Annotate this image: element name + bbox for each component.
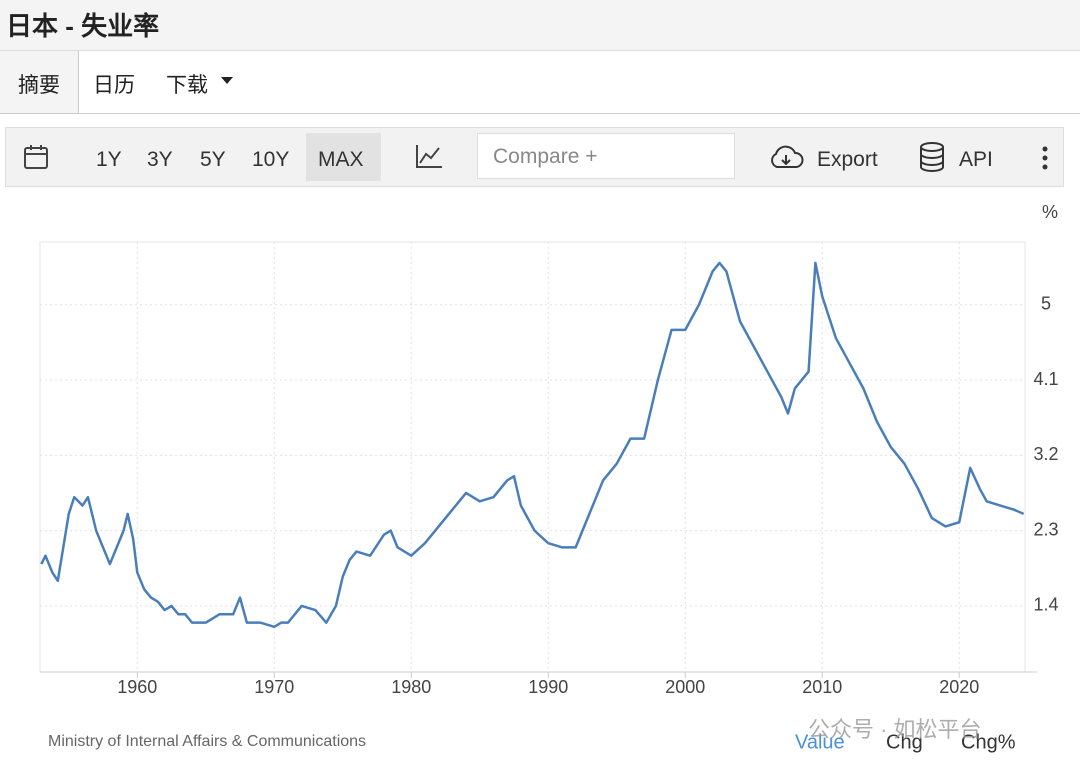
range-button[interactable]: 5Y [200, 148, 226, 171]
api-icon[interactable] [919, 142, 945, 172]
x-tick-label: 2000 [665, 677, 705, 697]
export-button[interactable]: Export [817, 148, 878, 171]
x-tick-label: 1960 [117, 677, 157, 697]
y-tick-label: 1.4 [1033, 595, 1058, 615]
data-line [40, 261, 1025, 629]
y-tick-label: 4.1 [1033, 369, 1058, 389]
chart: % Ministry of Internal Affairs & Communi… [39, 202, 1059, 753]
toolbar: 1Y 3Y 5Y 10Y MAX Compare + Export API [5, 127, 1064, 187]
plot-frame [39, 241, 1026, 673]
title-bar: 日本 - 失业率 [0, 0, 1080, 51]
watermark: 公众号 · 如松平台 [808, 717, 982, 742]
more-icon[interactable] [1042, 146, 1048, 170]
chart-type-icon[interactable] [415, 143, 443, 169]
tab-bar: 摘要 日历 下载 [0, 51, 1080, 114]
x-tick-label: 2010 [802, 677, 842, 697]
dropdown-arrow [221, 77, 233, 84]
tab[interactable]: 日历 [93, 74, 135, 97]
range-button[interactable]: MAX [318, 148, 364, 171]
x-tick-label: 1990 [528, 677, 568, 697]
x-tick-label: 2020 [939, 677, 979, 697]
range-button[interactable]: 3Y [147, 148, 173, 171]
range-button[interactable]: 1Y [96, 148, 122, 171]
active-tab-bg [0, 51, 79, 113]
compare-input[interactable]: Compare + [477, 133, 735, 179]
legend-entry[interactable]: Value [795, 731, 845, 753]
export-icon[interactable] [768, 145, 804, 171]
source: Ministry of Internal Affairs & Communica… [48, 733, 366, 750]
y-unit: % [1042, 202, 1058, 222]
footer-tab[interactable]: Chg% [961, 731, 1016, 753]
y-tick-label: 5 [1041, 293, 1051, 313]
y-tick-label: 3.2 [1033, 444, 1058, 464]
tab[interactable]: 下载 [166, 74, 208, 97]
x-tick-label: 1970 [254, 677, 294, 697]
api-button[interactable]: API [959, 148, 993, 171]
range-button[interactable]: 10Y [252, 148, 290, 171]
range-active-bg [306, 133, 381, 181]
page-title: 日本 - 失业率 [6, 11, 160, 41]
x-tick-label: 1980 [391, 677, 431, 697]
footer-tab[interactable]: Chg [886, 731, 923, 753]
tab[interactable]: 摘要 [18, 74, 60, 97]
calendar-icon[interactable] [23, 144, 49, 170]
y-tick-label: 2.3 [1033, 519, 1058, 539]
